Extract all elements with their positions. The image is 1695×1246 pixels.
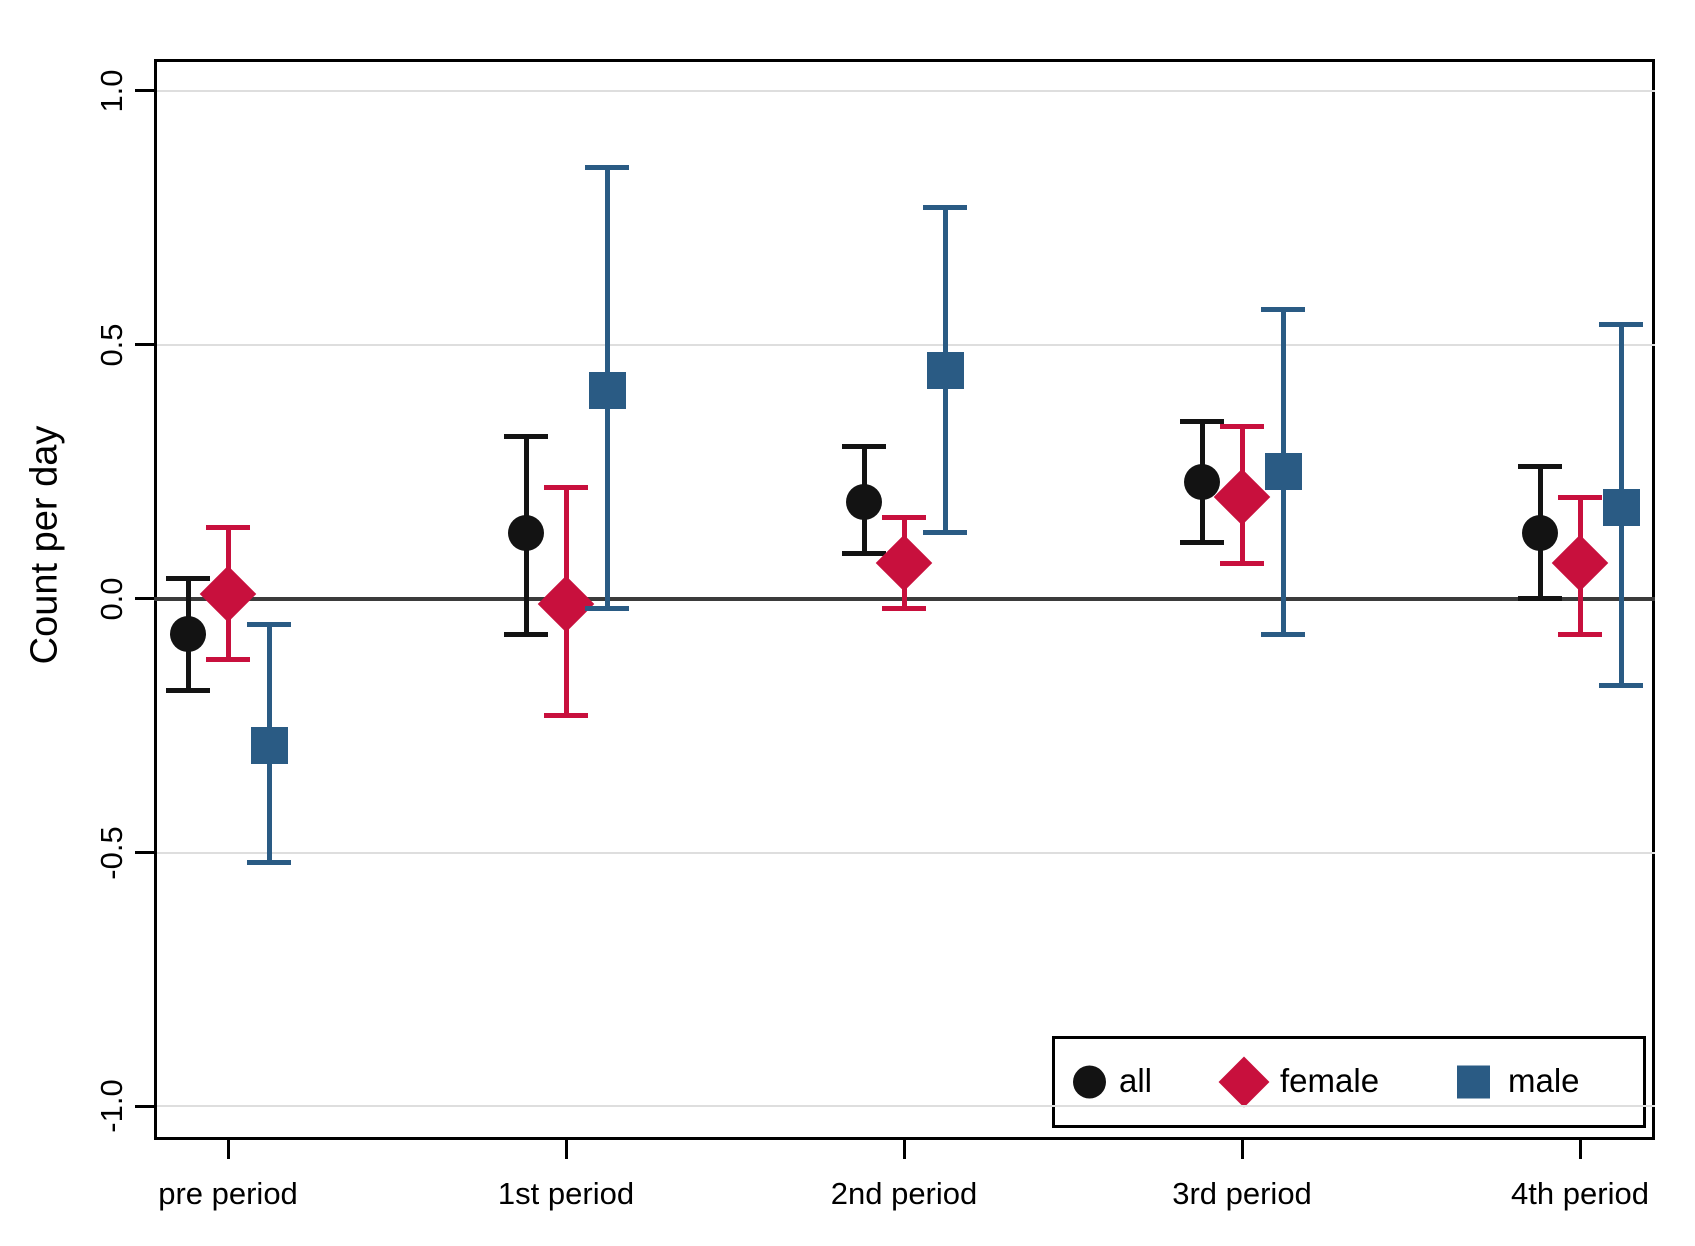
y-tick-label: -0.5 <box>94 825 129 880</box>
ci-cap-lower-male <box>585 606 629 612</box>
ci-cap-upper-male <box>1261 306 1305 312</box>
legend-marker-all <box>1072 1065 1106 1099</box>
legend-marker-female <box>1218 1056 1270 1108</box>
marker-male <box>926 351 964 389</box>
ci-cap-lower-male <box>247 860 291 866</box>
x-tick-label: 2nd period <box>830 1176 978 1211</box>
y-axis-title: Count per day <box>23 425 66 665</box>
ci-cap-lower-all <box>1518 596 1562 602</box>
ci-cap-upper-male <box>585 164 629 170</box>
y-axis-tick <box>135 343 154 347</box>
gridline-y--1.0 <box>157 1105 1655 1108</box>
y-tick-label: 0.0 <box>94 577 129 621</box>
gridline-y--0.5 <box>157 851 1655 854</box>
x-tick-label: 3rd period <box>1172 1176 1312 1211</box>
y-tick-label: 1.0 <box>94 69 129 113</box>
x-tick-label: 4th period <box>1511 1176 1649 1211</box>
ci-cap-upper-all <box>1180 418 1224 424</box>
marker-male <box>588 372 626 410</box>
legend: all female male <box>1052 1036 1646 1128</box>
ci-cap-upper-male <box>923 205 967 211</box>
y-tick-label: -1.0 <box>94 1079 129 1134</box>
ci-cap-lower-female <box>544 713 588 719</box>
ci-cap-lower-female <box>1220 560 1264 566</box>
marker-male <box>1602 488 1640 526</box>
ci-cap-upper-female <box>206 525 250 531</box>
ci-cap-upper-all <box>1518 464 1562 470</box>
ci-cap-upper-all <box>842 443 886 449</box>
gridline-y-1.0 <box>157 89 1655 92</box>
ci-cap-lower-all <box>1180 540 1224 546</box>
x-axis-tick <box>564 1140 568 1159</box>
ci-cap-lower-male <box>1599 682 1643 688</box>
ci-cap-lower-female <box>1558 631 1602 637</box>
marker-all <box>1522 514 1558 551</box>
x-tick-label: pre period <box>158 1176 298 1211</box>
marker-male <box>250 727 288 765</box>
marker-all <box>1184 463 1220 500</box>
legend-label-male: male <box>1508 1062 1580 1100</box>
ci-cap-upper-female <box>1220 423 1264 429</box>
y-axis-tick <box>135 851 154 855</box>
legend-label-female: female <box>1280 1062 1380 1100</box>
ci-cap-lower-female <box>882 606 926 612</box>
ci-cap-lower-male <box>923 530 967 536</box>
y-axis-tick <box>135 1104 154 1108</box>
ci-cap-lower-male <box>1261 631 1305 637</box>
legend-label-all: all <box>1119 1062 1153 1100</box>
ci-cap-upper-male <box>1599 322 1643 328</box>
x-axis-tick <box>226 1140 230 1159</box>
x-axis-tick <box>1578 1140 1582 1159</box>
marker-all <box>508 514 544 551</box>
ci-cap-upper-female <box>882 514 926 520</box>
marker-all <box>846 484 882 521</box>
marker-male <box>1264 453 1302 491</box>
y-axis-tick <box>135 597 154 601</box>
x-tick-label: 1st period <box>497 1176 635 1211</box>
ci-cap-lower-female <box>206 657 250 663</box>
gridline-y-0.5 <box>157 343 1655 346</box>
legend-marker-male <box>1456 1065 1490 1099</box>
ci-cap-lower-all <box>166 687 210 693</box>
marker-all <box>170 616 206 653</box>
ci-cap-upper-all <box>504 433 548 439</box>
ci-cap-upper-male <box>247 621 291 627</box>
ci-cap-lower-all <box>504 631 548 637</box>
ci-cap-lower-all <box>842 550 886 556</box>
y-axis-tick <box>135 89 154 93</box>
x-axis-tick <box>1240 1140 1244 1159</box>
x-axis-tick <box>902 1140 906 1159</box>
ci-cap-upper-all <box>166 575 210 581</box>
ci-cap-upper-female <box>544 484 588 490</box>
y-tick-label: 0.5 <box>94 323 129 367</box>
ci-cap-upper-female <box>1558 494 1602 500</box>
